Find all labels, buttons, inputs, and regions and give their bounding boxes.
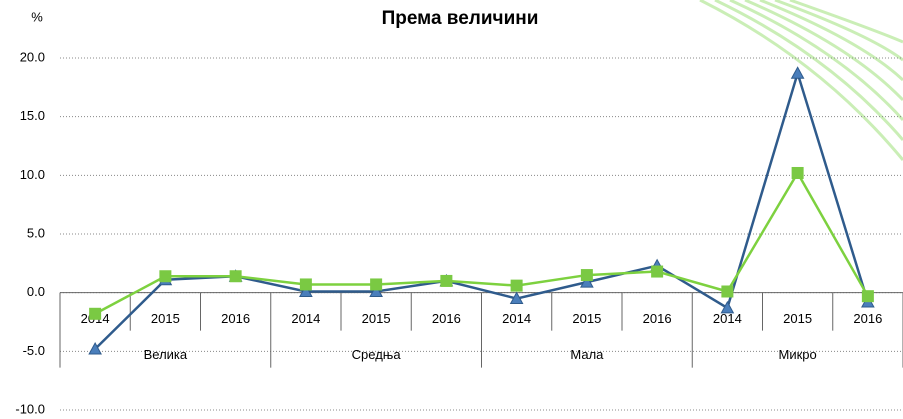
- marker: [230, 270, 242, 282]
- x-tick-label: 2016: [432, 311, 461, 326]
- x-tick-label: 2015: [783, 311, 812, 326]
- marker: [89, 308, 101, 320]
- x-tick-label: 2015: [362, 311, 391, 326]
- marker: [651, 266, 663, 278]
- marker: [300, 278, 312, 290]
- y-unit: %: [31, 9, 43, 24]
- x-tick-label: 2014: [291, 311, 320, 326]
- y-tick-label: 10.0: [20, 167, 45, 182]
- x-tick-label: 2014: [502, 311, 531, 326]
- x-tick-label: 2016: [221, 311, 250, 326]
- marker: [581, 269, 593, 281]
- group-label: Велика: [144, 347, 188, 362]
- group-label: Средња: [352, 347, 402, 362]
- y-tick-label: -10.0: [15, 401, 45, 416]
- marker: [721, 285, 733, 297]
- marker: [440, 275, 452, 287]
- y-tick-label: 20.0: [20, 49, 45, 64]
- marker: [159, 270, 171, 282]
- marker: [792, 167, 804, 179]
- x-tick-label: 2015: [151, 311, 180, 326]
- marker: [511, 280, 523, 292]
- chart: % Према величини -10.0 -5.0 0.0 5.0 10.0 15.0…: [0, 0, 903, 419]
- y-tick-label: 5.0: [27, 225, 45, 240]
- x-tick-label: 2016: [853, 311, 882, 326]
- group-label: Микро: [779, 347, 817, 362]
- marker: [721, 302, 733, 313]
- marker: [862, 290, 874, 302]
- marker: [370, 278, 382, 290]
- group-label: Мала: [570, 347, 604, 362]
- y-tick-label: 0.0: [27, 284, 45, 299]
- marker: [792, 67, 804, 78]
- decoration: [700, 0, 903, 160]
- chart-title: Према величини: [382, 8, 539, 29]
- y-tick-label: 15.0: [20, 108, 45, 123]
- x-tick-label: 2016: [643, 311, 672, 326]
- y-tick-label: -5.0: [23, 343, 45, 358]
- x-tick-label: 2015: [572, 311, 601, 326]
